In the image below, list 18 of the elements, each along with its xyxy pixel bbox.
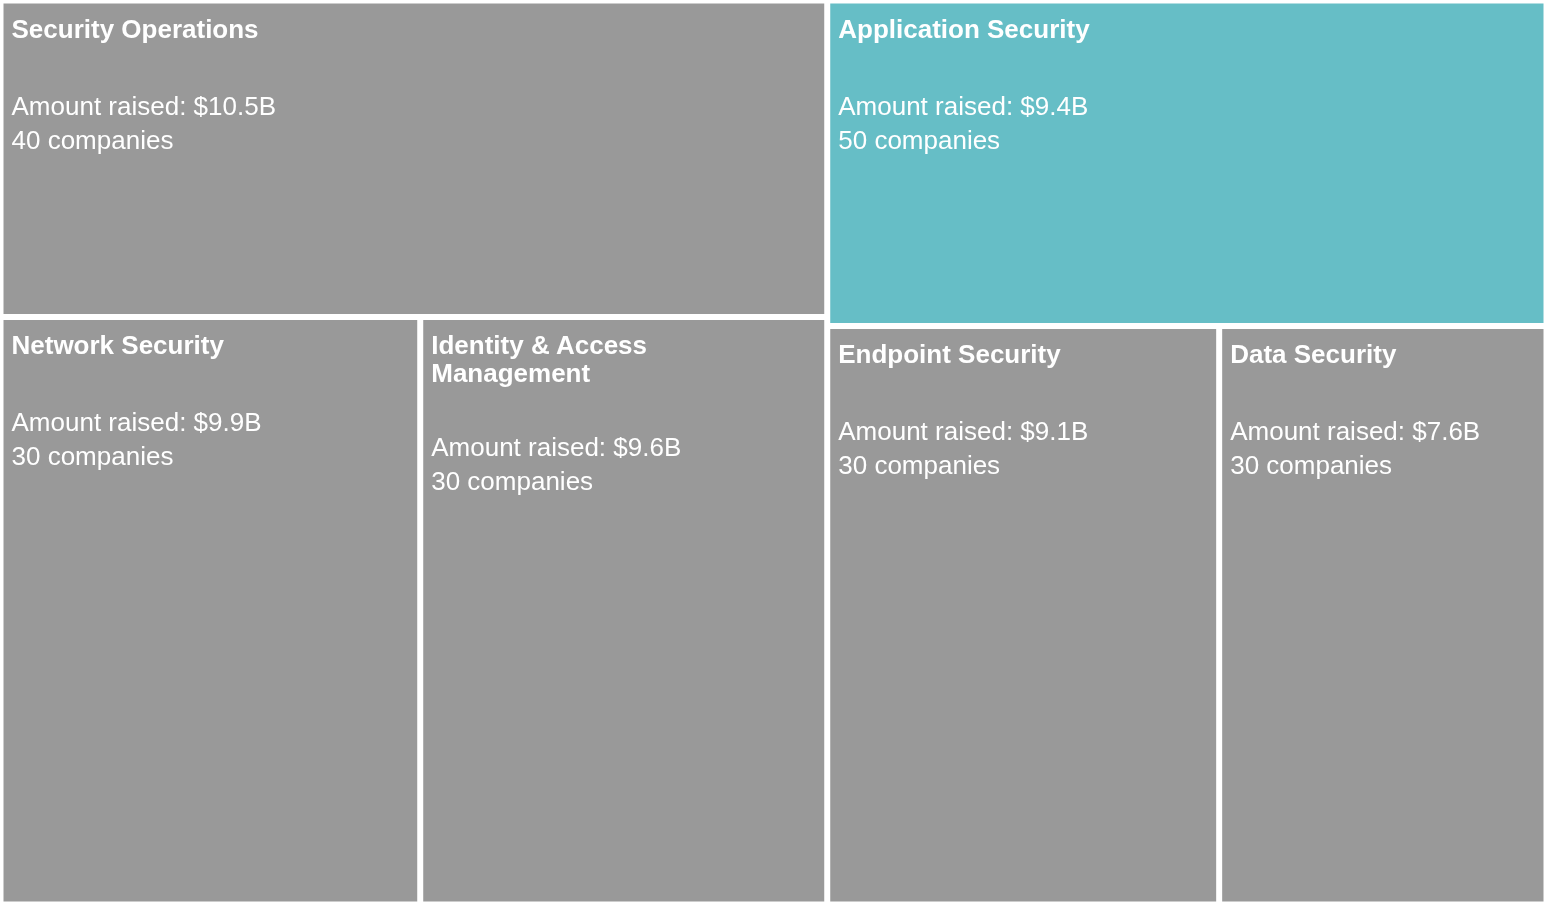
text: 30 companies [838, 450, 1001, 481]
text: 30 companies [11, 440, 174, 471]
text: 40 companies [11, 124, 174, 155]
data-label: Amount raised: $10.5B [11, 90, 276, 121]
data-label: Amount raised: $9.1B [838, 416, 1089, 447]
text: 30 companies [1230, 450, 1393, 481]
data-label: Amount raised: $9.4B [838, 90, 1089, 121]
category-label: Identity & Access Management [431, 329, 648, 389]
category-label: Data Security [1230, 339, 1397, 370]
text: 30 companies [431, 465, 594, 496]
data-label: Amount raised: $7.6B [1230, 416, 1481, 447]
category-label: Security Operations [11, 13, 259, 44]
data-label: Amount raised: $9.6B [431, 431, 682, 462]
category-label: Network Security [11, 329, 225, 360]
data-label: Amount raised: $9.9B [11, 406, 262, 437]
text: 50 companies [838, 124, 1001, 155]
category-label: Endpoint Security [838, 339, 1062, 370]
category-label: Application Security [838, 13, 1091, 44]
